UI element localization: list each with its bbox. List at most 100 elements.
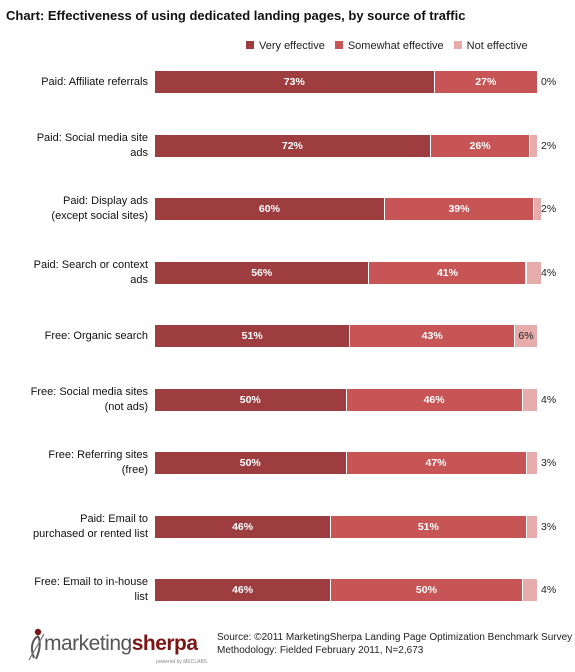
category-label: Free: Referring sites (free) bbox=[4, 448, 148, 478]
data-label: 2% bbox=[541, 203, 557, 215]
bar-segment: 50% bbox=[331, 579, 523, 601]
source-line: Source: ©2011 MarketingSherpa Landing Pa… bbox=[217, 632, 573, 643]
data-label: 51% bbox=[241, 330, 263, 342]
category-label-line: Free: Organic search bbox=[44, 329, 148, 342]
data-label: 56% bbox=[251, 266, 273, 279]
legend-swatch bbox=[246, 41, 254, 50]
category-label: Paid: Search or context ads bbox=[4, 258, 148, 288]
bar-segment: 41% bbox=[369, 261, 527, 284]
legend-item: Somewhat effective bbox=[334, 40, 444, 53]
bar-row: 50% 47% bbox=[155, 452, 538, 474]
data-label: 46% bbox=[232, 584, 254, 596]
data-label: 4% bbox=[541, 266, 557, 279]
data-label: 3% bbox=[541, 520, 557, 533]
bar-row: 50% 46% bbox=[155, 388, 538, 411]
bar-segment: 39% bbox=[384, 198, 535, 220]
methodology-line: Methodology: Fielded February 2011, N=2,… bbox=[217, 645, 424, 656]
category-label-line: Paid: Social media site bbox=[36, 131, 148, 144]
category-label-line: (except social sites) bbox=[51, 210, 148, 222]
bar-segment: 26% bbox=[430, 134, 531, 157]
bar-segment: 56% bbox=[155, 261, 370, 284]
data-label: 27% bbox=[475, 76, 497, 88]
category-label-line: ads bbox=[130, 273, 148, 286]
category-label: Paid: Email to purchased or rented list bbox=[4, 512, 148, 542]
data-label: 46% bbox=[423, 393, 445, 406]
bar-segment: 51% bbox=[331, 515, 527, 538]
data-label: 4% bbox=[541, 584, 557, 596]
logo-wordmark: marketingsherpa bbox=[44, 632, 198, 656]
legend-label: Not effective bbox=[466, 40, 528, 53]
bar-segment: 46% bbox=[346, 388, 523, 411]
data-label: 4% bbox=[541, 393, 557, 406]
bar-segment: 47% bbox=[346, 452, 527, 474]
bar-segment: 50% bbox=[155, 452, 347, 474]
bar-segment: 60% bbox=[155, 198, 385, 220]
legend-label: Very effective bbox=[259, 40, 325, 53]
category-label-line: Free: Email to in-house bbox=[34, 576, 148, 588]
bar-segment bbox=[526, 452, 538, 474]
bar-row: 60% 39% bbox=[155, 198, 542, 220]
data-label: 46% bbox=[232, 520, 254, 533]
bar-row: 72% 26% bbox=[155, 134, 538, 157]
data-label: 26% bbox=[469, 139, 491, 152]
data-label: 73% bbox=[283, 76, 305, 88]
legend-item: Very effective bbox=[246, 40, 325, 52]
bar-segment bbox=[534, 198, 542, 220]
legend-item: Not effective bbox=[453, 40, 528, 53]
bar-segment bbox=[522, 579, 538, 601]
data-label: 50% bbox=[415, 584, 437, 596]
bar-segment: 43% bbox=[350, 325, 516, 347]
category-label-line: Free: Social media sites bbox=[30, 385, 148, 398]
category-label: Free: Organic search bbox=[4, 329, 148, 344]
category-label: Paid: Social media site ads bbox=[4, 131, 148, 161]
bar-segment bbox=[522, 388, 538, 411]
bar-segment: 46% bbox=[155, 515, 332, 538]
bar-segment: 6% bbox=[515, 325, 538, 347]
category-label-line: Paid: Display ads bbox=[63, 195, 148, 207]
logo-word-marketing: marketing bbox=[44, 632, 132, 655]
bar-segment: 27% bbox=[434, 71, 538, 93]
category-label: Paid: Affiliate referrals bbox=[4, 75, 148, 90]
sherpa-figure-icon bbox=[28, 628, 45, 661]
bar-row: 73% 27% bbox=[155, 71, 538, 93]
data-label: 41% bbox=[436, 266, 458, 279]
bar-segment bbox=[526, 261, 542, 284]
category-label-line: (not ads) bbox=[104, 400, 148, 413]
data-label: 43% bbox=[421, 330, 443, 342]
bar-segment: 50% bbox=[155, 388, 347, 411]
marketingsherpa-logo: marketingsherpa powered by MECLABS bbox=[26, 624, 211, 666]
data-label: 50% bbox=[239, 457, 261, 469]
category-label-line: Paid: Affiliate referrals bbox=[41, 75, 148, 88]
bar-segment: 46% bbox=[155, 579, 332, 601]
data-label: 47% bbox=[425, 457, 447, 469]
category-label-line: (free) bbox=[121, 464, 148, 476]
legend-label: Somewhat effective bbox=[347, 40, 444, 53]
legend-swatch bbox=[334, 41, 343, 50]
chart-legend: Very effective Somewhat effective Not effe… bbox=[246, 40, 538, 52]
data-label: 60% bbox=[258, 203, 280, 215]
bar-segment: 51% bbox=[155, 325, 351, 347]
bar-segment bbox=[530, 134, 538, 157]
category-label-line: Free: Referring sites bbox=[48, 449, 148, 461]
logo-word-sherpa: sherpa bbox=[131, 632, 198, 655]
data-label: 2% bbox=[541, 139, 557, 152]
bar-row: 56% 41% bbox=[155, 261, 542, 284]
bar-segment: 72% bbox=[155, 134, 431, 157]
logo-tagline: powered by MECLABS bbox=[156, 659, 208, 665]
data-label: 0% bbox=[541, 76, 557, 88]
data-label: 39% bbox=[448, 203, 470, 215]
data-label: 6% bbox=[518, 330, 534, 342]
bar-segment: 73% bbox=[155, 71, 435, 93]
category-label: Free: Email to in-house list bbox=[4, 575, 148, 605]
category-label-line: Paid: Email to bbox=[80, 512, 148, 525]
category-label-line: Paid: Search or context bbox=[33, 258, 148, 271]
chart-title: Chart: Effectiveness of using dedicated … bbox=[6, 8, 466, 23]
data-label: 72% bbox=[281, 139, 303, 152]
data-label: 51% bbox=[417, 520, 439, 533]
bar-row: 46% 50% bbox=[155, 579, 538, 601]
bar-row: 46% 51% bbox=[155, 515, 538, 538]
data-label: 3% bbox=[541, 457, 557, 469]
category-label: Free: Social media sites (not ads) bbox=[4, 385, 148, 415]
bar-row: 51% 43% 6% bbox=[155, 325, 538, 347]
category-label: Paid: Display ads (except social sites) bbox=[4, 194, 148, 224]
